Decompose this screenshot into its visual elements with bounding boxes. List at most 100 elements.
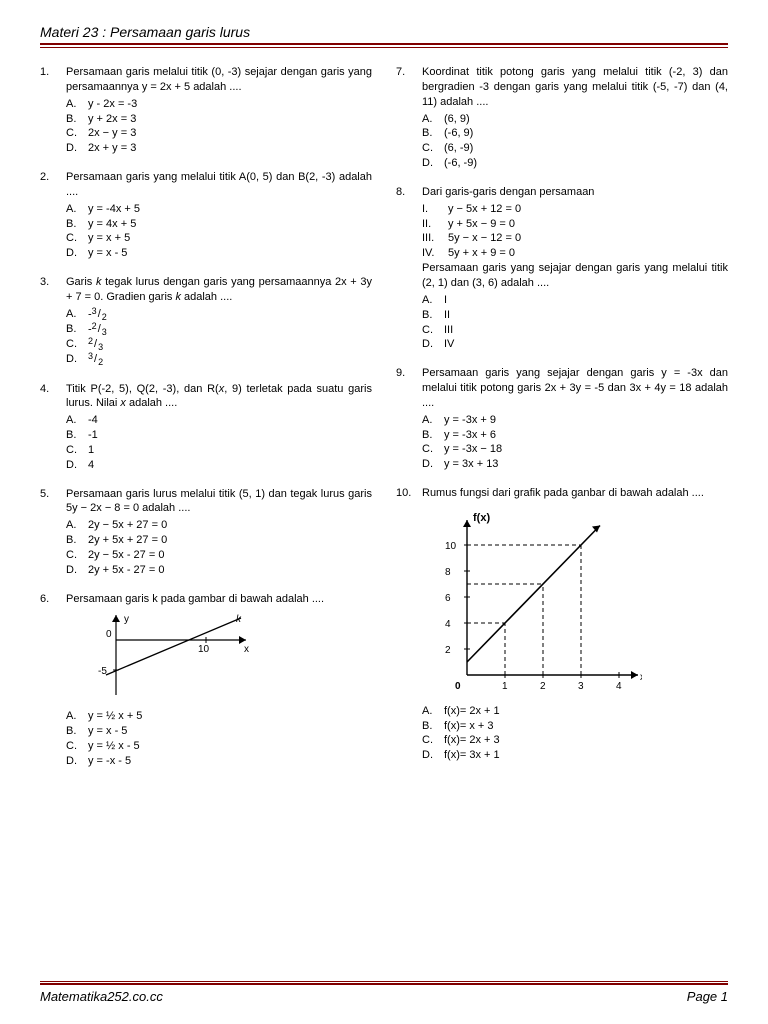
question-number: 4. [40, 382, 66, 473]
option: B.(-6, 9) [422, 126, 728, 141]
question: 2. Persamaan garis yang melalui titik A(… [40, 170, 372, 261]
svg-text:10: 10 [198, 644, 210, 655]
svg-text:0: 0 [106, 629, 112, 640]
question-number: 1. [40, 65, 66, 156]
graph-q10: 12342468100xf(x) [432, 505, 728, 700]
svg-text:k: k [236, 614, 242, 625]
question-number: 10. [396, 486, 422, 763]
option: B.-2/3 [66, 322, 372, 337]
option: B.y = x - 5 [66, 724, 372, 739]
question-text: Persamaan garis lurus melalui titik (5, … [66, 488, 372, 515]
option: C.y = x + 5 [66, 231, 372, 246]
option: A.y - 2x = -3 [66, 97, 372, 112]
option: B.y = 4x + 5 [66, 217, 372, 232]
option-list: A.-3/2 B.-2/3 C.2/3 D.3/2 [66, 307, 372, 368]
option: D.f(x)= 3x + 1 [422, 748, 728, 763]
option-list: A.2y − 5x + 27 = 0 B.2y + 5x + 27 = 0 C.… [66, 518, 372, 577]
option: B.y + 2x = 3 [66, 112, 372, 127]
option: C.y = -3x − 18 [422, 442, 728, 457]
option: B.II [422, 308, 728, 323]
svg-text:x: x [640, 672, 642, 683]
question-text: Titik P(-2, 5), Q(2, -3), dan R(x, 9) te… [66, 383, 372, 410]
option: C.2x − y = 3 [66, 126, 372, 141]
header-title: Materi 23 : Persamaan garis lurus [40, 24, 250, 40]
option: C.2/3 [66, 337, 372, 352]
option: B.2y + 5x + 27 = 0 [66, 533, 372, 548]
option: D.2y + 5x - 27 = 0 [66, 563, 372, 578]
option: D.2x + y = 3 [66, 141, 372, 156]
graph-q6: 0 10 -5 x y k [76, 610, 372, 705]
option: D.4 [66, 458, 372, 473]
option-list: A.(6, 9) B.(-6, 9) C.(6, -9) D.(-6, -9) [422, 112, 728, 171]
svg-text:0: 0 [455, 681, 461, 692]
svg-text:1: 1 [502, 681, 508, 692]
svg-text:3: 3 [578, 681, 584, 692]
footer-right: Page 1 [687, 989, 728, 1004]
question-number: 2. [40, 170, 66, 261]
option: D.(-6, -9) [422, 156, 728, 171]
question-text: Garis k tegak lurus dengan garis yang pe… [66, 276, 372, 303]
option-list: A.y = -4x + 5 B.y = 4x + 5 C.y = x + 5 D… [66, 202, 372, 261]
option: A.-4 [66, 413, 372, 428]
option: A.2y − 5x + 27 = 0 [66, 518, 372, 533]
question: 4. Titik P(-2, 5), Q(2, -3), dan R(x, 9)… [40, 382, 372, 473]
option: B.-1 [66, 428, 372, 443]
option: C.1 [66, 443, 372, 458]
option-list: A.y - 2x = -3 B.y + 2x = 3 C.2x − y = 3 … [66, 97, 372, 156]
question-number: 3. [40, 275, 66, 367]
option: A.y = -4x + 5 [66, 202, 372, 217]
svg-text:6: 6 [445, 593, 451, 604]
question: 6. Persamaan garis k pada gambar di bawa… [40, 592, 372, 769]
svg-text:10: 10 [445, 541, 457, 552]
question-number: 6. [40, 592, 66, 769]
svg-text:8: 8 [445, 567, 451, 578]
question-number: 9. [396, 366, 422, 472]
question-text: Dari garis-garis dengan persamaan [422, 186, 594, 198]
right-column: 7. Koordinat titik potong garis yang mel… [396, 65, 728, 971]
question-text: Rumus fungsi dari grafik pada ganbar di … [422, 487, 704, 499]
option: C.(6, -9) [422, 141, 728, 156]
option: B.f(x)= x + 3 [422, 719, 728, 734]
svg-text:4: 4 [445, 619, 451, 630]
footer-left: Matematika252.co.cc [40, 989, 163, 1004]
option: C.2y − 5x - 27 = 0 [66, 548, 372, 563]
page-header: Materi 23 : Persamaan garis lurus [40, 24, 728, 45]
question-number: 7. [396, 65, 422, 171]
option-list: A.-4 B.-1 C.1 D.4 [66, 413, 372, 472]
option-list: A.y = ½ x + 5 B.y = x - 5 C.y = ½ x - 5 … [66, 709, 372, 768]
svg-text:-5: -5 [98, 666, 107, 677]
option: D.3/2 [66, 352, 372, 367]
option: D.y = -x - 5 [66, 754, 372, 769]
option: C.III [422, 323, 728, 338]
svg-text:2: 2 [445, 645, 451, 656]
option: A.-3/2 [66, 307, 372, 322]
option: A.I [422, 293, 728, 308]
option: D.y = x - 5 [66, 246, 372, 261]
roman-item: I.y − 5x + 12 = 0 [422, 202, 728, 217]
question: 10. Rumus fungsi dari grafik pada ganbar… [396, 486, 728, 763]
option: C.f(x)= 2x + 3 [422, 733, 728, 748]
question-number: 8. [396, 185, 422, 352]
option: A.y = -3x + 9 [422, 413, 728, 428]
left-column: 1. Persamaan garis melalui titik (0, -3)… [40, 65, 372, 971]
question-text: Persamaan garis k pada gambar di bawah a… [66, 593, 324, 605]
roman-item: III.5y − x − 12 = 0 [422, 231, 728, 246]
question: 1. Persamaan garis melalui titik (0, -3)… [40, 65, 372, 156]
svg-text:4: 4 [616, 681, 622, 692]
option: A.(6, 9) [422, 112, 728, 127]
question-text: Persamaan garis yang melalui titik A(0, … [66, 171, 372, 198]
roman-item: IV.5y + x + 9 = 0 [422, 246, 728, 261]
option: C.y = ½ x - 5 [66, 739, 372, 754]
page-footer: Matematika252.co.cc Page 1 [40, 983, 728, 1004]
option-list: A.I B.II C.III D.IV [422, 293, 728, 352]
option-list: A.f(x)= 2x + 1 B.f(x)= x + 3 C.f(x)= 2x … [422, 704, 728, 763]
option-list: A.y = -3x + 9 B.y = -3x + 6 C.y = -3x − … [422, 413, 728, 472]
question-text: Koordinat titik potong garis yang melalu… [422, 66, 728, 108]
question: 3. Garis k tegak lurus dengan garis yang… [40, 275, 372, 367]
question-text-2: Persamaan garis yang sejajar dengan gari… [422, 262, 728, 289]
svg-text:f(x): f(x) [473, 512, 490, 524]
question: 7. Koordinat titik potong garis yang mel… [396, 65, 728, 171]
question: 8. Dari garis-garis dengan persamaan I.y… [396, 185, 728, 352]
option: A.y = ½ x + 5 [66, 709, 372, 724]
content-area: 1. Persamaan garis melalui titik (0, -3)… [40, 45, 728, 983]
